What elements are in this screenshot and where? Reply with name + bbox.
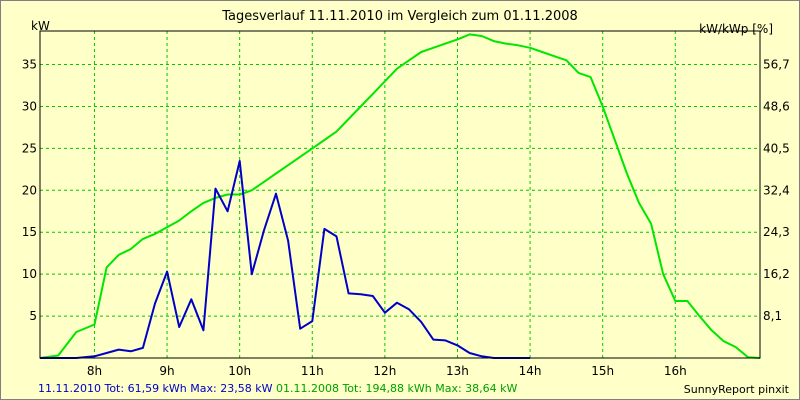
x-tick-label: 8h bbox=[87, 364, 102, 378]
series-line-11-11-2010 bbox=[40, 160, 531, 359]
y-tick-label-right: 8,1 bbox=[763, 309, 782, 323]
x-tick-label: 10h bbox=[228, 364, 251, 378]
x-tick-label: 16h bbox=[664, 364, 687, 378]
y-tick-label-left: 5 bbox=[29, 309, 37, 323]
x-tick-label: 12h bbox=[373, 364, 396, 378]
y-tick-label-left: 25 bbox=[22, 141, 37, 155]
y-tick-label-left: 35 bbox=[22, 58, 37, 72]
y-tick-label-left: 20 bbox=[22, 183, 37, 197]
y-tick-label-right: 56,7 bbox=[763, 58, 790, 72]
plot-area-border bbox=[39, 30, 761, 359]
chart-title: Tagesverlauf 11.11.2010 im Vergleich zum… bbox=[222, 9, 578, 24]
legend-series-2010: 11.11.2010 Tot: 61,59 kWh Max: 23,58 kW bbox=[38, 382, 273, 395]
left-axis-unit: kW bbox=[31, 19, 50, 33]
series-line-01-11-2008 bbox=[39, 33, 761, 359]
x-tick-label: 9h bbox=[159, 364, 174, 378]
y-tick-label-right: 40,5 bbox=[763, 141, 790, 155]
legend-series-2008: 01.11.2008 Tot: 194,88 kWh Max: 38,64 kW bbox=[275, 382, 518, 395]
brand-label: SunnyReport pinxit bbox=[683, 383, 789, 396]
y-tick-label-left: 30 bbox=[22, 99, 37, 113]
y-tick-label-right: 48,6 bbox=[763, 99, 790, 113]
right-axis-unit: kW/kWp [%] bbox=[699, 22, 773, 36]
x-tick-label: 14h bbox=[519, 364, 542, 378]
y-tick-label-right: 16,2 bbox=[763, 267, 790, 281]
x-tick-label: 11h bbox=[301, 364, 324, 378]
x-tick-label: 15h bbox=[591, 364, 614, 378]
series-layer bbox=[39, 33, 761, 359]
footer-summary: 11.11.2010 Tot: 61,59 kWh Max: 23,58 kW … bbox=[38, 382, 517, 395]
x-tick-label: 13h bbox=[446, 364, 469, 378]
y-tick-label-right: 24,3 bbox=[763, 225, 790, 239]
y-tick-label-left: 10 bbox=[22, 267, 37, 281]
grid-layer bbox=[40, 31, 760, 358]
y-tick-label-left: 15 bbox=[22, 225, 37, 239]
y-tick-label-right: 32,4 bbox=[763, 183, 790, 197]
tick-label-layer: 8h 9h 10h 11h 12h 13h 14h 15h 16h 5 8,1 10 16,2 15 24,… bbox=[22, 58, 790, 378]
